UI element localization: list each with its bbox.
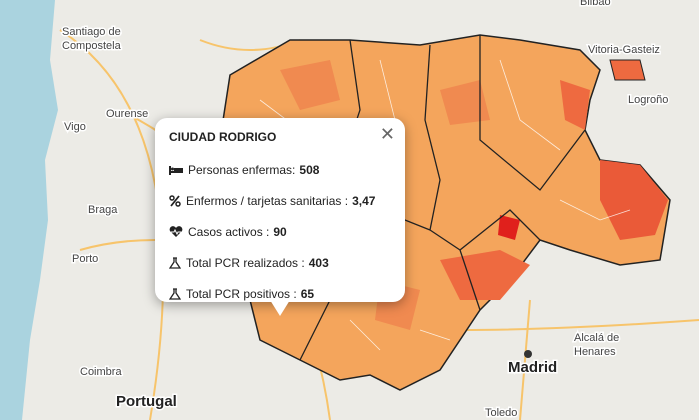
city-label: Coimbra bbox=[80, 366, 122, 378]
region-patch bbox=[498, 215, 520, 240]
region-patch bbox=[280, 60, 490, 330]
row-value: 65 bbox=[300, 286, 315, 301]
popup-row: Casos activos :90 bbox=[169, 216, 391, 247]
row-value: 403 bbox=[308, 255, 329, 270]
percent-icon bbox=[169, 194, 181, 207]
popup-row: Personas enfermas: 508 bbox=[169, 154, 391, 185]
popup: ✕ CIUDAD RODRIGO Personas enfermas: 508 E… bbox=[155, 118, 405, 302]
city-label: Logroño bbox=[628, 94, 668, 106]
flask-icon bbox=[169, 256, 181, 269]
region-patch bbox=[440, 250, 530, 300]
row-label: Total PCR realizados : bbox=[186, 255, 305, 270]
row-label: Enfermos / tarjetas sanitarias : bbox=[186, 193, 349, 208]
popup-title: CIUDAD RODRIGO bbox=[169, 130, 277, 144]
sea bbox=[0, 0, 58, 420]
row-value: 508 bbox=[299, 162, 320, 177]
row-value: 3,47 bbox=[352, 193, 376, 208]
city-label: Henares bbox=[574, 346, 616, 358]
city-label: Ourense bbox=[106, 108, 148, 120]
city-label: Vigo bbox=[64, 121, 86, 133]
flask-icon bbox=[169, 287, 181, 300]
city-label: Vitoria-Gasteiz bbox=[588, 44, 660, 56]
popup-row: Total PCR positivos :65 bbox=[169, 278, 391, 309]
city-label: Bilbao bbox=[580, 0, 611, 8]
city-label: Braga bbox=[88, 204, 118, 216]
row-label: Total PCR positivos : bbox=[186, 286, 297, 301]
city-label: Madrid bbox=[508, 359, 557, 376]
region-patch bbox=[609, 59, 646, 81]
row-value: 90 bbox=[273, 224, 287, 239]
region-patch bbox=[560, 80, 590, 130]
close-button[interactable]: ✕ bbox=[379, 124, 395, 144]
city-label: Toledo bbox=[485, 407, 517, 419]
heart-icon bbox=[169, 225, 183, 237]
city-label: Porto bbox=[72, 253, 98, 265]
country-label: Portugal bbox=[116, 393, 177, 410]
row-label: Casos activos : bbox=[188, 224, 270, 239]
popup-tail bbox=[270, 300, 290, 316]
popup-row: Enfermos / tarjetas sanitarias :3,47 bbox=[169, 185, 391, 216]
popup-row: Total PCR realizados :403 bbox=[169, 247, 391, 278]
row-label: Personas enfermas: bbox=[188, 162, 296, 177]
region-patch bbox=[600, 160, 668, 240]
city-dot bbox=[524, 350, 532, 358]
city-label: Compostela bbox=[62, 40, 122, 52]
bed-icon bbox=[169, 165, 183, 175]
city-label: Alcalá de bbox=[574, 332, 619, 344]
city-label: Santiago de bbox=[62, 26, 121, 38]
